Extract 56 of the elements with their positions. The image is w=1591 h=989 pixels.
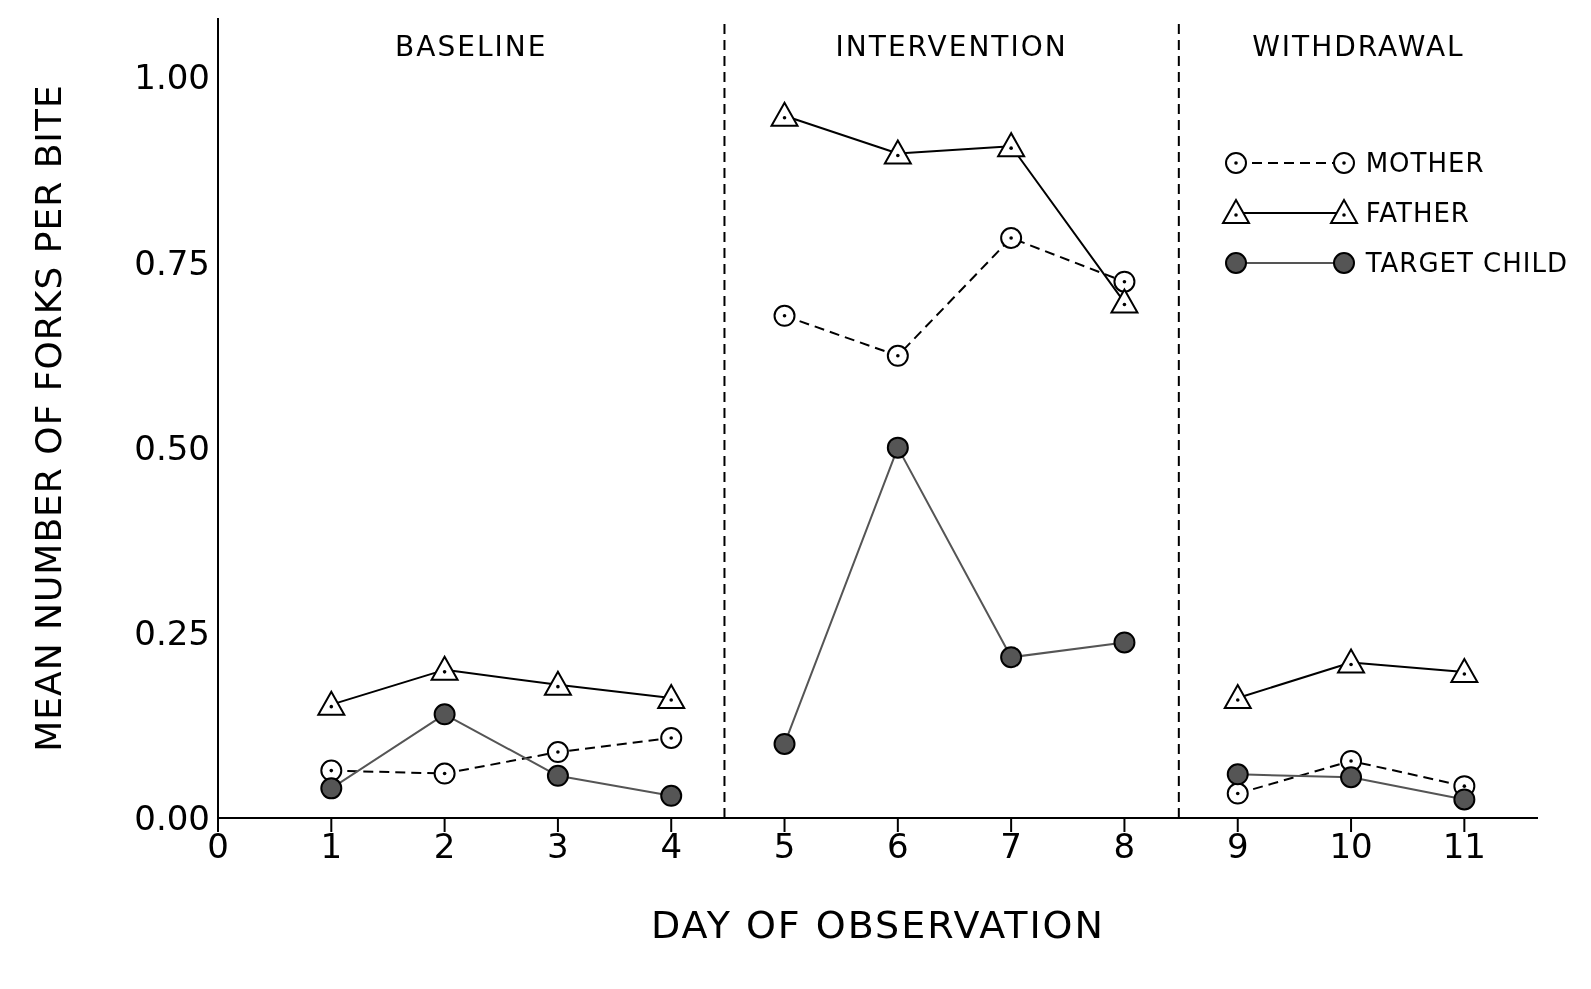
x-tick-label: 5	[773, 826, 796, 867]
point	[546, 741, 569, 764]
x-tick-label: 0	[207, 826, 229, 867]
x-tick-label: 8	[1113, 826, 1136, 867]
y-tick-label: 0.50	[134, 427, 210, 468]
y-tick-label: 0.75	[134, 242, 210, 283]
point	[886, 344, 909, 367]
x-tick-label: 3	[547, 826, 569, 867]
y-tick-label: 1.00	[134, 57, 210, 98]
y-tick-label: 0.25	[134, 612, 210, 653]
point	[773, 732, 796, 755]
x-axis-title: DAY OF OBSERVATION	[651, 903, 1105, 947]
point	[1110, 288, 1139, 314]
point	[1453, 788, 1476, 811]
point	[1226, 782, 1249, 805]
point	[1226, 763, 1249, 786]
point	[1000, 227, 1023, 249]
legend-label: TARGET CHILD	[1365, 248, 1568, 278]
point	[1450, 658, 1479, 684]
annotation: INTERVENTION	[835, 29, 1068, 63]
point	[1340, 766, 1363, 789]
x-tick-label: 2	[433, 826, 456, 867]
point	[430, 655, 459, 681]
point	[773, 304, 796, 327]
x-tick-label: 7	[1000, 826, 1022, 867]
point	[320, 759, 343, 782]
legend-label: MOTHER	[1365, 148, 1485, 178]
y-axis-title: MEAN NUMBER OF FORKS PER BITE	[27, 84, 69, 752]
point	[886, 436, 909, 459]
point	[1000, 646, 1023, 669]
point	[883, 139, 912, 165]
legend-label: FATHER	[1365, 198, 1470, 228]
annotation: WITHDRAWAL	[1252, 29, 1465, 63]
x-tick-label: 1	[320, 826, 343, 867]
point	[543, 670, 572, 696]
x-tick-label: 9	[1226, 826, 1249, 867]
point	[997, 132, 1026, 158]
annotation: BASELINE	[395, 29, 548, 63]
x-tick-label: 11	[1442, 826, 1486, 867]
point	[433, 703, 456, 726]
point	[770, 101, 799, 127]
point	[660, 727, 683, 749]
point	[546, 764, 569, 787]
y-tick-label: 0.00	[134, 798, 210, 839]
point	[320, 777, 343, 800]
point	[660, 784, 683, 807]
x-tick-label: 10	[1329, 826, 1373, 867]
point	[1223, 684, 1252, 709]
point	[1113, 270, 1136, 293]
point	[317, 690, 346, 716]
point	[433, 762, 456, 785]
x-tick-label: 4	[660, 826, 683, 867]
point	[1337, 648, 1366, 674]
x-tick-label: 6	[887, 826, 909, 867]
point	[1113, 631, 1136, 654]
point	[657, 684, 686, 709]
